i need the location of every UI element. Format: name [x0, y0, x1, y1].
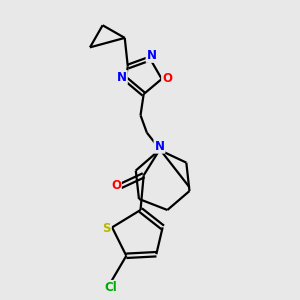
Text: S: S — [102, 222, 111, 236]
Text: N: N — [117, 71, 127, 84]
Text: O: O — [162, 72, 172, 85]
Text: N: N — [154, 140, 164, 153]
Text: O: O — [111, 179, 121, 192]
Text: Cl: Cl — [104, 281, 117, 294]
Text: N: N — [146, 49, 157, 62]
